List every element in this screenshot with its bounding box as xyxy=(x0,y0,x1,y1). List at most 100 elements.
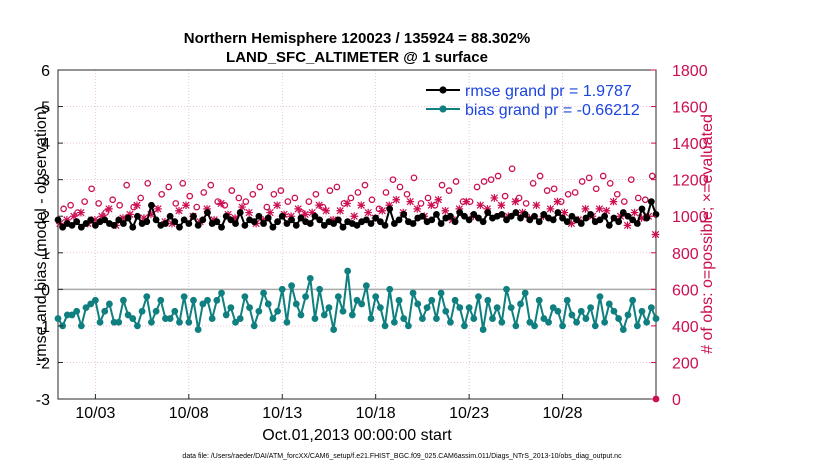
rmse-point xyxy=(633,220,641,227)
possible-obs-point xyxy=(396,183,404,191)
rmse-point xyxy=(367,220,375,227)
rmse-point xyxy=(643,214,651,222)
bias-point xyxy=(110,318,118,326)
evaluated-obs-point xyxy=(119,214,127,222)
bias-point xyxy=(77,322,85,330)
rmse-point xyxy=(260,220,267,227)
rmse-point xyxy=(82,220,90,227)
evaluated-obs-point xyxy=(441,206,450,215)
evaluated-obs-point xyxy=(294,205,302,213)
bias-point xyxy=(134,322,141,330)
rmse-point xyxy=(143,218,151,226)
bias-point xyxy=(96,318,104,326)
rmse-point xyxy=(339,223,347,231)
bias-point xyxy=(129,315,137,322)
rmse-point xyxy=(134,212,141,220)
bias-point xyxy=(162,315,169,322)
rmse-point xyxy=(647,198,655,206)
possible-obs-point xyxy=(361,181,369,189)
y-left-axis: -3 -2 -1 0 1 2 3 4 5 6 xyxy=(36,63,63,409)
rmse-point xyxy=(194,221,202,229)
y-left-tick-label: 6 xyxy=(41,63,50,80)
evaluated-obs-point xyxy=(63,216,71,224)
y-right-axis: 0 200 400 600 800 1000 1200 1400 1600 1800 xyxy=(651,63,708,409)
rmse-point xyxy=(148,201,155,209)
possible-obs-point xyxy=(186,192,194,200)
evaluated-obs-point xyxy=(483,205,492,213)
evaluated-obs-point xyxy=(266,208,274,217)
rmse-point xyxy=(433,210,440,218)
possible-obs-point xyxy=(592,185,600,193)
bias-point xyxy=(63,311,71,319)
rmse-point xyxy=(213,218,221,226)
bias-point xyxy=(180,293,188,301)
possible-obs-point xyxy=(256,183,264,191)
bias-point xyxy=(638,307,646,315)
bias-point xyxy=(124,311,132,319)
bias-point xyxy=(404,322,412,330)
rmse-point xyxy=(264,214,272,222)
bias-point xyxy=(138,307,146,315)
evaluated-obs-point xyxy=(315,201,323,210)
evaluated-obs-point xyxy=(427,201,436,210)
possible-obs-point xyxy=(95,200,102,207)
rmse-point xyxy=(166,212,174,220)
possible-obs-point xyxy=(158,190,166,198)
rmse-point xyxy=(232,220,239,227)
bias-point xyxy=(386,285,394,293)
possible-obs-point xyxy=(529,179,537,187)
evaluated-obs-point xyxy=(637,214,646,222)
rmse-point xyxy=(451,218,459,226)
bias-point xyxy=(73,307,81,315)
possible-obs-point xyxy=(305,198,313,205)
possible-obs-point xyxy=(634,194,642,202)
rmse-point xyxy=(152,216,160,224)
bias-point xyxy=(517,300,524,308)
bias-point xyxy=(479,326,487,333)
y-right-tick-label: 1200 xyxy=(672,173,708,190)
evaluated-obs-point xyxy=(301,210,309,219)
y-right-tick-label: 800 xyxy=(672,246,699,263)
possible-obs-point xyxy=(522,200,530,207)
evaluated-obs-point xyxy=(385,201,394,210)
bias-point xyxy=(643,318,651,326)
y-right-axis-label: # of obs: o=possible; ×=evaluated xyxy=(699,114,716,354)
evaluated-obs-point xyxy=(455,205,464,213)
bias-point xyxy=(372,293,380,301)
bias-point xyxy=(447,318,454,326)
legend-rmse-label: rmse grand pr = 1.9787 xyxy=(465,83,632,100)
bias-point xyxy=(330,326,338,333)
bias-point xyxy=(246,304,253,312)
bias-point xyxy=(390,318,398,326)
evaluated-obs-point xyxy=(651,230,660,239)
evaluated-obs-point xyxy=(476,201,485,210)
possible-obs-point xyxy=(536,172,544,180)
bias-point xyxy=(213,296,221,304)
rmse-point xyxy=(549,216,557,224)
possible-obs-point xyxy=(137,194,145,202)
bias-point xyxy=(633,322,641,330)
y-left-tick-label: 5 xyxy=(41,100,50,117)
bias-point xyxy=(339,307,347,315)
chart-title-line1: Northern Hemisphere 120023 / 135924 = 88… xyxy=(184,30,530,47)
possible-obs-point xyxy=(571,189,579,196)
rmse-point xyxy=(568,212,576,220)
rmse-point xyxy=(185,220,193,227)
x-axis: 10/03 10/08 10/13 10/18 10/23 10/28 xyxy=(75,394,583,422)
bias-point xyxy=(437,289,445,297)
evaluated-obs-point xyxy=(140,214,148,222)
legend-rmse-marker xyxy=(439,86,447,94)
y-left-tick-label: -3 xyxy=(36,392,50,409)
bias-point xyxy=(115,318,123,326)
rmse-point xyxy=(447,212,454,220)
possible-obs-point xyxy=(347,194,355,202)
evaluated-obs-point xyxy=(462,197,471,206)
y-left-tick-label: -2 xyxy=(36,355,50,372)
bias-point xyxy=(288,282,295,290)
rmse-point xyxy=(395,216,403,224)
possible-obs-point xyxy=(228,187,236,194)
rmse-point xyxy=(526,216,534,224)
data-file-footnote: data file: /Users/raeder/DAI/ATM_forcXX/… xyxy=(182,453,622,460)
bias-point xyxy=(218,289,225,297)
